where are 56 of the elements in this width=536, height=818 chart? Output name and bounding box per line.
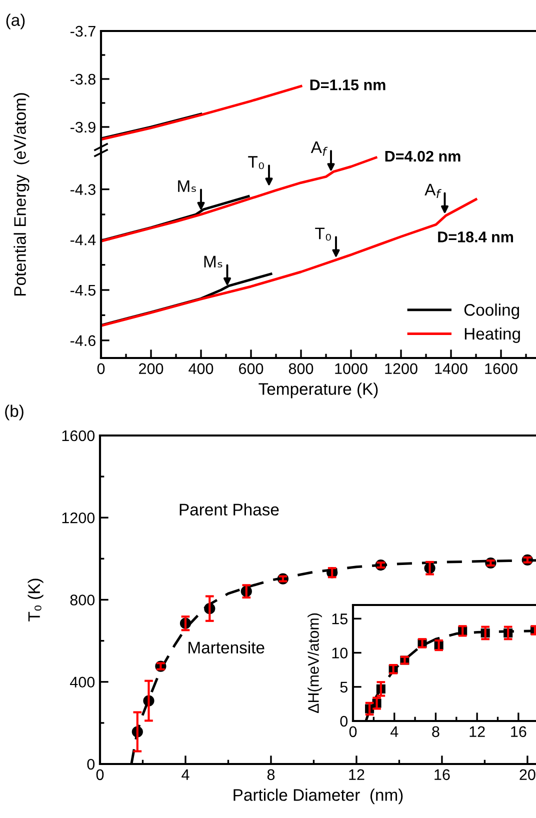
y-tick-label: 1600	[62, 430, 95, 442]
text: (a)	[6, 14, 25, 30]
y-tick-label: 15	[332, 614, 348, 624]
y-tick-label: 0	[340, 716, 348, 727]
y-tick-label: 0	[87, 758, 95, 770]
x-axis-title: Particle Diameter (nm)	[234, 788, 403, 804]
y-tick-label: -4.6	[70, 335, 96, 346]
annotation: T₀	[248, 156, 264, 170]
annotation: Parent Phase	[180, 503, 279, 516]
y-tick-label: -3.9	[70, 122, 96, 133]
annotation: A$_{f}$	[310, 142, 328, 156]
annotation: D=18.4 nm	[438, 232, 514, 242]
x-tick-label: 800	[288, 363, 314, 374]
x-tick-label: 400	[188, 363, 214, 374]
y-tick-label: -4.5	[70, 285, 96, 296]
x-tick-label: 0	[349, 726, 357, 738]
x-tick-label: 16	[511, 726, 526, 738]
legend-label: Cooling	[464, 304, 519, 320]
x-tick-label: 16	[434, 769, 450, 780]
annotation: A$_{f}$	[424, 184, 442, 198]
x-tick-label: 0	[97, 363, 105, 374]
x-axis-title: Temperature (K)	[258, 382, 378, 398]
x-tick-label: 8	[432, 726, 440, 738]
y-tick-label: 800	[70, 594, 95, 606]
annotation: Martensite	[188, 641, 264, 654]
annotation: D=1.15 nm	[310, 80, 386, 90]
y-tick-label: 5	[340, 682, 348, 693]
x-tick-label: 4	[182, 769, 190, 780]
x-tick-label: 1600	[485, 363, 518, 374]
x-tick-label: 1000	[335, 363, 368, 374]
y-axis-title: T₀ (K)	[28, 578, 44, 622]
x-tick-label: 1200	[385, 363, 418, 374]
y-axis-title: Potential Energy (eV/atom)	[14, 93, 30, 296]
x-tick-label: 600	[239, 363, 264, 374]
x-tick-label: 1400	[435, 363, 468, 374]
y-tick-label: -3.8	[70, 74, 96, 85]
annotation: D=4.02 nm	[385, 150, 460, 162]
annotation: Mₛ	[178, 180, 196, 192]
y-tick-label: 10	[332, 648, 348, 658]
legend-label: Heating	[464, 327, 520, 343]
x-tick-label: 12	[349, 769, 364, 780]
x-tick-label: 200	[139, 363, 164, 374]
y-tick-label: -3.7	[70, 26, 96, 37]
annotation: Mₛ	[204, 256, 222, 268]
text: (b)	[5, 404, 24, 420]
y-tick-label: -4.4	[70, 234, 96, 246]
x-tick-label: 8	[267, 769, 275, 780]
y-tick-label: -4.3	[70, 184, 96, 195]
x-tick-label: 4	[390, 726, 398, 737]
y-tick-label: 1200	[62, 512, 95, 524]
y-axis-title: ΔH(meV/atom)	[308, 613, 322, 714]
y-tick-label: 400	[70, 676, 95, 688]
x-tick-label: 12	[470, 726, 485, 737]
annotation: T₀	[315, 228, 331, 241]
x-tick-label: 0	[96, 769, 104, 780]
x-tick-label: 20	[520, 769, 536, 780]
